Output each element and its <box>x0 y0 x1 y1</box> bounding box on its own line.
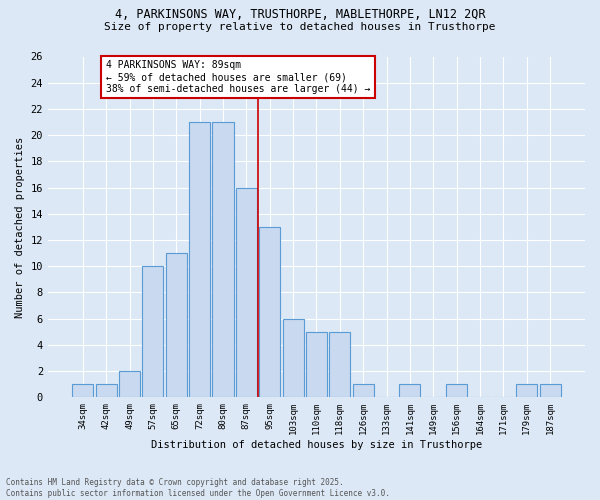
Bar <box>95 384 117 398</box>
Bar <box>353 384 374 398</box>
Bar <box>212 122 233 398</box>
Bar <box>516 384 537 398</box>
Bar <box>329 332 350 398</box>
Bar <box>306 332 327 398</box>
Bar <box>259 227 280 398</box>
Bar <box>189 122 210 398</box>
Bar <box>283 318 304 398</box>
Text: 4 PARKINSONS WAY: 89sqm
← 59% of detached houses are smaller (69)
38% of semi-de: 4 PARKINSONS WAY: 89sqm ← 59% of detache… <box>106 60 371 94</box>
X-axis label: Distribution of detached houses by size in Trusthorpe: Distribution of detached houses by size … <box>151 440 482 450</box>
Bar <box>142 266 163 398</box>
Y-axis label: Number of detached properties: Number of detached properties <box>15 136 25 318</box>
Bar <box>236 188 257 398</box>
Bar <box>539 384 560 398</box>
Bar <box>400 384 421 398</box>
Text: Contains HM Land Registry data © Crown copyright and database right 2025.
Contai: Contains HM Land Registry data © Crown c… <box>6 478 390 498</box>
Text: 4, PARKINSONS WAY, TRUSTHORPE, MABLETHORPE, LN12 2QR: 4, PARKINSONS WAY, TRUSTHORPE, MABLETHOR… <box>115 8 485 20</box>
Bar <box>446 384 467 398</box>
Bar <box>166 253 187 398</box>
Bar <box>119 371 140 398</box>
Bar <box>73 384 94 398</box>
Text: Size of property relative to detached houses in Trusthorpe: Size of property relative to detached ho… <box>104 22 496 32</box>
